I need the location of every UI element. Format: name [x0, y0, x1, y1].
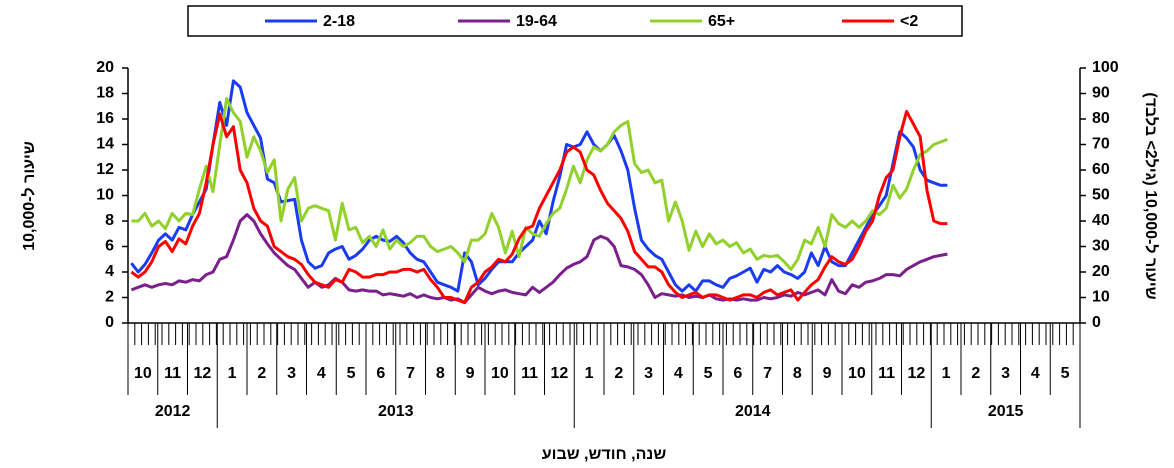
y-tick-label: 16 — [96, 110, 114, 127]
month-label: 5 — [1061, 365, 1070, 382]
y2-tick-label: 80 — [1092, 110, 1110, 127]
month-label: 4 — [1031, 365, 1040, 382]
y-tick-label: 8 — [105, 212, 114, 229]
month-label: 8 — [436, 365, 445, 382]
y2-tick-label: 60 — [1092, 161, 1110, 178]
y2-tick-label: 90 — [1092, 85, 1110, 102]
year-label: 2015 — [988, 403, 1024, 420]
month-label: 4 — [674, 365, 683, 382]
y2-tick-label: 0 — [1092, 314, 1101, 331]
month-label: 1 — [942, 365, 951, 382]
month-label: 11 — [521, 365, 538, 382]
month-label: 12 — [193, 365, 211, 382]
month-label: 6 — [733, 365, 742, 382]
month-label: 1 — [228, 365, 237, 382]
month-label: 4 — [317, 365, 326, 382]
month-label: 2 — [257, 365, 266, 382]
series-line — [130, 109, 948, 305]
month-label: 7 — [763, 365, 772, 382]
month-label: 7 — [406, 365, 415, 382]
y2-tick-label: 40 — [1092, 212, 1110, 229]
year-label: 2013 — [378, 403, 414, 420]
month-label: 11 — [164, 365, 181, 382]
month-label: 10 — [848, 365, 866, 382]
month-label: 9 — [823, 365, 832, 382]
month-label: 10 — [134, 365, 152, 382]
series-line — [130, 79, 948, 293]
month-label: 3 — [644, 365, 653, 382]
y-tick-label: 14 — [96, 136, 114, 153]
y-tick-label: 4 — [105, 263, 114, 280]
y2-tick-label: 50 — [1092, 187, 1110, 204]
y-tick-label: 2 — [105, 289, 114, 306]
month-label: 2 — [614, 365, 623, 382]
legend-label: 2-18 — [323, 13, 355, 30]
y-tick-label: 12 — [96, 161, 114, 178]
month-label: 8 — [793, 365, 802, 382]
y2-tick-label: 20 — [1092, 263, 1110, 280]
series-line — [131, 97, 948, 271]
legend-label: 19-64 — [516, 13, 557, 30]
month-label: 3 — [1001, 365, 1010, 382]
month-label: 12 — [907, 365, 925, 382]
y2-tick-label: 100 — [1092, 59, 1119, 76]
y2-tick-label: 10 — [1092, 289, 1110, 306]
y-axis-title: שיעור ל-10,000 — [20, 141, 38, 251]
month-label: 12 — [550, 365, 568, 382]
month-label: 6 — [376, 365, 385, 382]
y2-axis-title: שיעור ל-10,000 (גיל2> בלבד) — [1142, 92, 1160, 299]
year-label: 2014 — [735, 403, 771, 420]
series-line — [130, 213, 948, 305]
month-label: 5 — [347, 365, 356, 382]
year-label: 2012 — [155, 403, 191, 420]
month-label: 1 — [585, 365, 594, 382]
month-label: 2 — [971, 365, 980, 382]
month-label: 11 — [878, 365, 895, 382]
month-label: 10 — [491, 365, 509, 382]
legend-label: 65+ — [708, 13, 735, 30]
x-axis-title: שנה, חודש, שבוע — [542, 446, 667, 463]
y-tick-label: 6 — [105, 238, 114, 255]
month-label: 3 — [287, 365, 296, 382]
y2-tick-label: 70 — [1092, 136, 1110, 153]
month-label: 9 — [466, 365, 475, 382]
y-tick-label: 20 — [96, 59, 114, 76]
y2-tick-label: 30 — [1092, 238, 1110, 255]
month-label: 5 — [704, 365, 713, 382]
y-tick-label: 10 — [96, 187, 114, 204]
legend-label: <2 — [900, 13, 918, 30]
y-tick-label: 0 — [105, 314, 114, 331]
y-tick-label: 18 — [96, 85, 114, 102]
